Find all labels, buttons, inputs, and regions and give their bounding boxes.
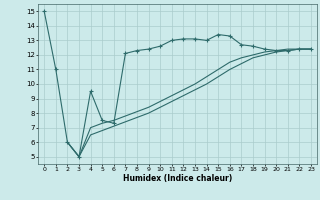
X-axis label: Humidex (Indice chaleur): Humidex (Indice chaleur): [123, 174, 232, 183]
